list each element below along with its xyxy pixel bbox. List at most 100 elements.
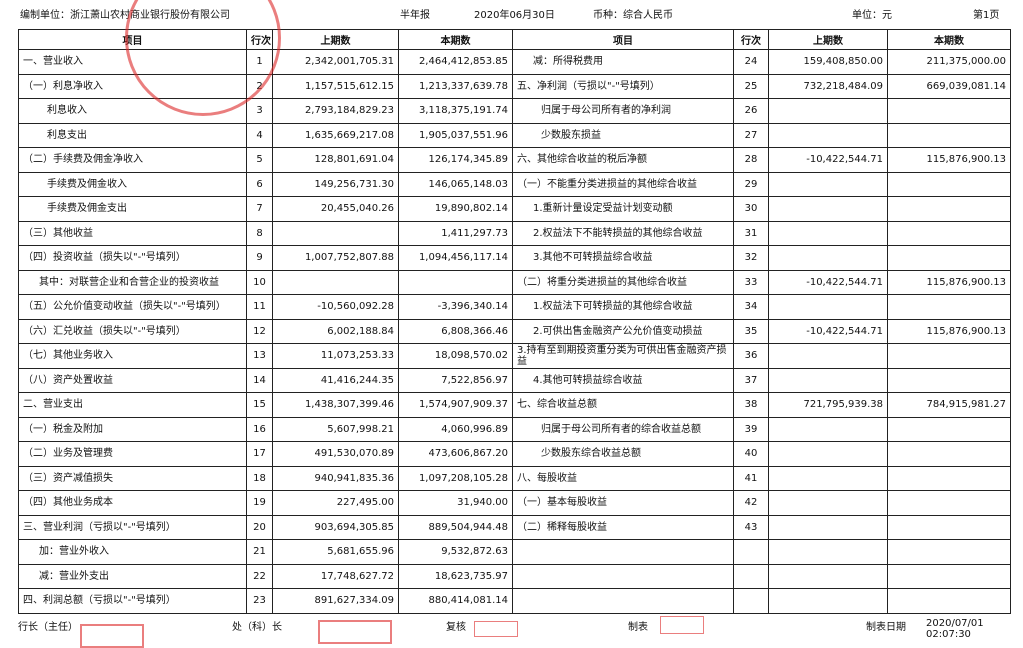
item: （五）公允价值变动收益（损失以"-"号填列） [18, 294, 247, 320]
previous-amount: 903,694,305.85 [272, 514, 399, 540]
previous-amount: 11,073,253.33 [272, 343, 399, 369]
line-number: 32 [733, 245, 769, 271]
table-row: 三、营业利润（亏损以"-"号填列） 20 903,694,305.85 889,504… [18, 514, 1011, 540]
current-amount [887, 367, 1011, 393]
current-amount [887, 416, 1011, 442]
previous-amount: -10,560,092.28 [272, 294, 399, 320]
previous-amount: 159,408,850.00 [768, 49, 888, 75]
line-number: 5 [246, 147, 273, 173]
line-number: 26 [733, 98, 769, 124]
current-amount: 7,522,856.97 [398, 367, 513, 393]
line-number: 15 [246, 392, 273, 418]
table-row: （八）资产处置收益 14 41,416,244.35 7,522,856.97 4.其他… [18, 367, 1011, 393]
line-number: 4 [246, 122, 273, 148]
previous-amount: 227,495.00 [272, 490, 399, 516]
previous-amount [768, 367, 888, 393]
item: 其中：对联营企业和合营企业的投资收益 [18, 269, 247, 295]
table-row: （三）其他收益 8 1,411,297.73 2.权益法下不能转损益的其他综合收益 31 [18, 220, 1011, 246]
item [512, 563, 734, 589]
line-number: 34 [733, 294, 769, 320]
previous-amount: 17,748,627.72 [272, 563, 399, 589]
item: 3.持有至到期投资重分类为可供出售金融资产损益 [512, 343, 734, 369]
current-amount: 889,504,944.48 [398, 514, 513, 540]
current-amount: 1,574,907,909.37 [398, 392, 513, 418]
line-number [733, 563, 769, 589]
previous-amount [768, 563, 888, 589]
current-amount: 211,375,000.00 [887, 49, 1011, 75]
item: 二、营业支出 [18, 392, 247, 418]
previous-amount [768, 245, 888, 271]
line-number: 28 [733, 147, 769, 173]
previous-amount: 1,635,669,217.08 [272, 122, 399, 148]
line-number: 20 [246, 514, 273, 540]
line-number: 29 [733, 171, 769, 197]
report-type: 半年报 [400, 10, 430, 21]
item: （八）资产处置收益 [18, 367, 247, 393]
column-header: 上期数 [768, 29, 888, 50]
current-amount [887, 563, 1011, 589]
current-amount: 115,876,900.13 [887, 147, 1011, 173]
item: 五、净利润（亏损以"-"号填列） [512, 73, 734, 99]
item: （三）其他收益 [18, 220, 247, 246]
column-header: 本期数 [887, 29, 1011, 50]
table-row: （五）公允价值变动收益（损失以"-"号填列） 11 -10,560,092.28 -3… [18, 294, 1011, 320]
line-number: 35 [733, 318, 769, 344]
current-amount [887, 588, 1011, 614]
line-number: 8 [246, 220, 273, 246]
current-amount: 473,606,867.20 [398, 441, 513, 467]
item: （三）资产减值损失 [18, 465, 247, 491]
item: （二）将重分类进损益的其他综合收益 [512, 269, 734, 295]
item: （一）不能重分类进损益的其他综合收益 [512, 171, 734, 197]
line-number: 7 [246, 196, 273, 222]
table-row: 利息支出 4 1,635,669,217.08 1,905,037,551.96 少数股… [18, 122, 1011, 148]
line-number: 11 [246, 294, 273, 320]
current-amount: 1,905,037,551.96 [398, 122, 513, 148]
item: 一、营业收入 [18, 49, 247, 75]
line-number: 2 [246, 73, 273, 99]
current-amount: 880,414,081.14 [398, 588, 513, 614]
previous-amount: 20,455,040.26 [272, 196, 399, 222]
line-number: 31 [733, 220, 769, 246]
item: 归属于母公司所有者的综合收益总额 [512, 416, 734, 442]
previous-amount: 491,530,070.89 [272, 441, 399, 467]
line-number [733, 588, 769, 614]
item: 利息支出 [18, 122, 247, 148]
previous-amount [768, 514, 888, 540]
current-amount: 146,065,148.03 [398, 171, 513, 197]
line-number: 37 [733, 367, 769, 393]
line-number: 23 [246, 588, 273, 614]
report-date: 2020年06月30日 [474, 10, 555, 21]
table-row: （一）税金及附加 16 5,607,998.21 4,060,996.89 归属于母公司… [18, 416, 1011, 442]
line-number: 14 [246, 367, 273, 393]
previous-amount [768, 171, 888, 197]
previous-amount: 2,342,001,705.31 [272, 49, 399, 75]
line-number: 10 [246, 269, 273, 295]
current-amount: 6,808,366.46 [398, 318, 513, 344]
current-amount [887, 514, 1011, 540]
current-amount [887, 245, 1011, 271]
current-amount [887, 490, 1011, 516]
item: 四、利润总额（亏损以"-"号填列） [18, 588, 247, 614]
current-amount: 18,098,570.02 [398, 343, 513, 369]
line-number: 40 [733, 441, 769, 467]
current-amount: 18,623,735.97 [398, 563, 513, 589]
unit-name: 编制单位：浙江萧山农村商业银行股份有限公司 [20, 10, 230, 21]
line-number: 24 [733, 49, 769, 75]
previous-amount: 721,795,939.38 [768, 392, 888, 418]
current-amount [887, 441, 1011, 467]
previous-amount [768, 122, 888, 148]
previous-amount: 128,801,691.04 [272, 147, 399, 173]
previous-amount: -10,422,544.71 [768, 147, 888, 173]
current-amount: 784,915,981.27 [887, 392, 1011, 418]
current-amount [398, 269, 513, 295]
item [512, 539, 734, 565]
item: （二）稀释每股收益 [512, 514, 734, 540]
seal [318, 620, 392, 644]
item: （四）投资收益（损失以"-"号填列） [18, 245, 247, 271]
item: 加：营业外收入 [18, 539, 247, 565]
previous-amount: 1,438,307,399.46 [272, 392, 399, 418]
currency: 币种：综合人民币 [593, 10, 673, 21]
current-amount: 669,039,081.14 [887, 73, 1011, 99]
item: 4.其他可转损益综合收益 [512, 367, 734, 393]
item: 少数股东损益 [512, 122, 734, 148]
